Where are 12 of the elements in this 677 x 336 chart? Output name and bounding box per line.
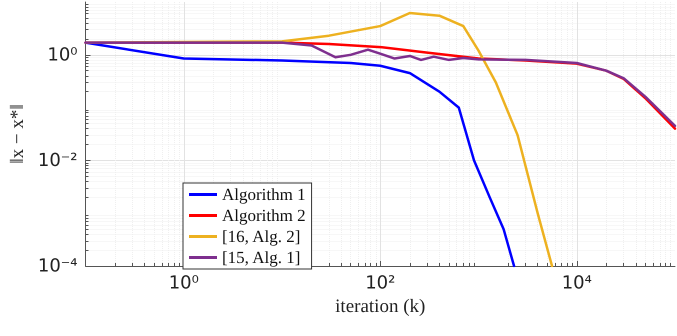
x-tick-label: 10² [365, 272, 396, 294]
x-tick-label: 10⁴ [562, 272, 592, 294]
legend-label: [15, Alg. 1] [222, 248, 300, 267]
legend-label: Algorithm 2 [222, 206, 306, 225]
legend-label: Algorithm 1 [222, 185, 306, 204]
y-tick-label: 10⁻⁴ [38, 256, 78, 276]
y-axis-title: ‖x − x*‖ [7, 104, 28, 164]
x-tick-label: 10⁰ [168, 272, 199, 294]
x-axis-title: iteration (k) [335, 296, 426, 317]
legend-label: [16, Alg. 2] [222, 227, 300, 246]
y-tick-label: 10⁻² [38, 150, 78, 171]
y-tick-label: 10⁰ [47, 44, 78, 66]
